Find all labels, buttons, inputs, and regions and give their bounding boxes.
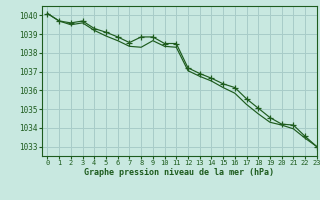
X-axis label: Graphe pression niveau de la mer (hPa): Graphe pression niveau de la mer (hPa) [84,168,274,177]
